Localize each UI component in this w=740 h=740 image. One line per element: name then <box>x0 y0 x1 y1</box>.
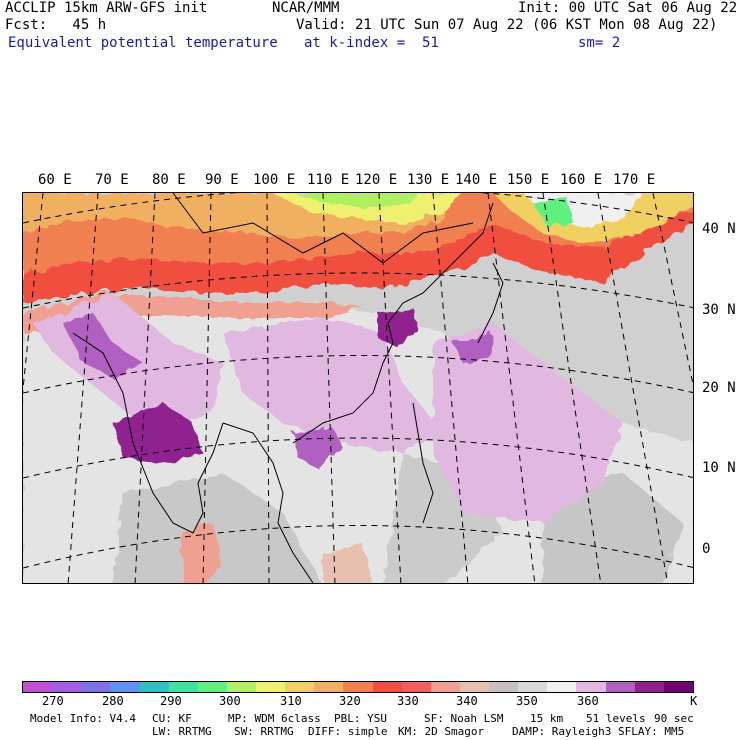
diffusion-scheme: DIFF: simple <box>308 725 388 738</box>
pbl-scheme: PBL: YSU <box>334 712 387 725</box>
longwave-scheme: LW: RRTMG <box>152 725 212 738</box>
colorbar-tick-label: 280 <box>102 694 124 708</box>
coastlines <box>72 193 504 583</box>
microphysics-scheme: MP: WDM 6class <box>228 712 321 725</box>
longitude-label: 120 E <box>355 172 398 188</box>
colorbar-swatch <box>256 682 286 692</box>
colorbar-swatch <box>401 682 431 692</box>
colorbar-tick-label: 350 <box>516 694 538 708</box>
model-info: Model Info: V4.4 <box>30 712 136 725</box>
shortwave-scheme: SW: RRTMG <box>234 725 294 738</box>
colorbar-tick-label: 320 <box>339 694 361 708</box>
latitude-label: 20 N <box>702 380 736 396</box>
longitude-label: 70 E <box>95 172 129 188</box>
colorbar-swatch <box>576 682 606 692</box>
latitude-label: 0 <box>702 541 711 557</box>
damping-scheme: DAMP: Rayleigh3 <box>512 725 612 738</box>
latitude-label: 40 N <box>702 221 736 237</box>
longitude-label: 140 E <box>455 172 498 188</box>
longitude-label: 130 E <box>407 172 450 188</box>
graticule <box>23 193 693 583</box>
vertical-levels: 51 levels <box>586 712 646 725</box>
colorbar-tick-label: 310 <box>280 694 302 708</box>
colorbar-swatch <box>226 682 256 692</box>
time-step: 90 sec <box>654 712 694 725</box>
longitude-label: 150 E <box>507 172 550 188</box>
colorbar-tick-label: 300 <box>219 694 241 708</box>
longitude-label: 60 E <box>38 172 72 188</box>
smoothing: sm= 2 <box>578 35 621 51</box>
colorbar-swatch <box>489 682 519 692</box>
theta-e-map <box>23 193 693 583</box>
colorbar <box>22 681 694 693</box>
field-name: Equivalent potential temperature <box>8 35 278 51</box>
latitude-label: 30 N <box>702 302 736 318</box>
colorbar-swatch <box>314 682 344 692</box>
init-time: Init: 00 UTC Sat 06 Aug 22 <box>518 0 738 16</box>
colorbar-swatch <box>197 682 227 692</box>
colorbar-tick-label: 360 <box>577 694 599 708</box>
longitude-label: 100 E <box>253 172 296 188</box>
colorbar-tick-label: 270 <box>42 694 64 708</box>
institution: NCAR/MMM <box>272 0 340 16</box>
forecast-hour: Fcst: 45 h <box>5 17 107 33</box>
colorbar-swatch <box>343 682 373 692</box>
colorbar-swatch <box>139 682 169 692</box>
colorbar-tick-label: K <box>690 694 698 708</box>
cumulus-scheme: CU: KF <box>152 712 192 725</box>
colorbar-swatch <box>52 682 82 692</box>
surface-scheme: SF: Noah LSM <box>424 712 504 725</box>
colorbar-swatch <box>168 682 198 692</box>
colorbar-tick-label: 330 <box>397 694 419 708</box>
model-level: at k-index = 51 <box>304 35 439 51</box>
colorbar-swatch <box>663 682 693 692</box>
colorbar-tick-label: 290 <box>160 694 182 708</box>
colorbar-swatch <box>605 682 635 692</box>
colorbar-swatch <box>372 682 402 692</box>
surface-layer-scheme: SFLAY: MM5 <box>618 725 685 738</box>
colorbar-swatch <box>547 682 577 692</box>
longitude-label: 90 E <box>205 172 239 188</box>
colorbar-swatch <box>430 682 460 692</box>
colorbar-swatch <box>459 682 489 692</box>
resolution: 15 km <box>530 712 564 725</box>
colorbar-swatch <box>23 682 53 692</box>
km-scheme: KM: 2D Smagor <box>398 725 485 738</box>
colorbar-swatch <box>81 682 111 692</box>
colorbar-swatch <box>634 682 664 692</box>
latitude-label: 10 N <box>702 460 736 476</box>
longitude-label: 110 E <box>307 172 350 188</box>
longitude-label: 80 E <box>152 172 186 188</box>
colorbar-swatch <box>110 682 140 692</box>
longitude-label: 160 E <box>560 172 603 188</box>
colorbar-tick-label: 340 <box>456 694 478 708</box>
model-title: ACCLIP 15km ARW-GFS init <box>5 0 208 16</box>
colorbar-swatch <box>518 682 548 692</box>
colorbar-swatch <box>285 682 315 692</box>
valid-time: Valid: 21 UTC Sun 07 Aug 22 (06 KST Mon … <box>296 17 718 33</box>
map-panel <box>22 192 694 584</box>
longitude-label: 170 E <box>613 172 656 188</box>
